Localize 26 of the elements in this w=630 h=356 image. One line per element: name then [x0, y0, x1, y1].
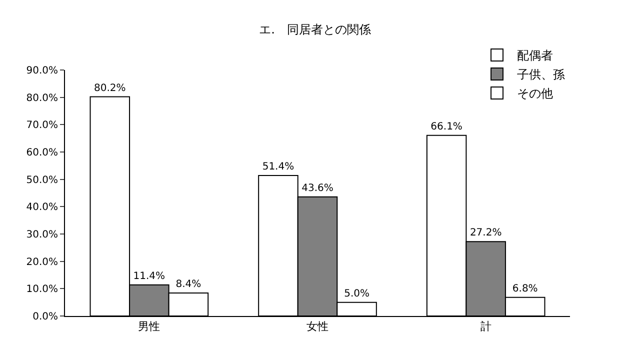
y-tick-label: 60.0% [26, 148, 58, 158]
x-tick-label: 女性 [306, 320, 328, 334]
y-tick-label: 40.0% [26, 202, 58, 214]
y-tick-label: 70.0% [26, 120, 58, 132]
y-tick-label: 90.0% [26, 66, 58, 76]
y-tick-label: 20.0% [26, 256, 58, 268]
legend-label: その他 [517, 86, 553, 101]
x-tick-label: 男性 [138, 320, 160, 334]
data-label: 11.4% [133, 270, 166, 282]
data-label: 51.4% [262, 162, 294, 173]
y-tick-label: 0.0% [32, 312, 58, 322]
chart-title: エ. 同居者との関係 [259, 22, 371, 36]
data-label: 80.2% [94, 82, 126, 94]
data-label: 66.1% [430, 121, 462, 132]
x-tick-label: 計 [480, 320, 492, 334]
data-label: 6.8% [512, 283, 538, 294]
y-tick-label: 10.0% [26, 284, 58, 296]
data-label: 8.4% [176, 279, 202, 290]
data-label: 43.6% [302, 182, 334, 194]
y-tick-label: 80.0% [26, 92, 58, 104]
data-label: 27.2% [470, 228, 502, 239]
y-tick-label: 50.0% [26, 174, 58, 186]
y-tick-label: 30.0% [26, 230, 58, 240]
legend-label: 配偶者 [517, 48, 553, 63]
legend-label: 子供、孫 [517, 68, 565, 82]
data-label: 5.0% [344, 288, 370, 300]
